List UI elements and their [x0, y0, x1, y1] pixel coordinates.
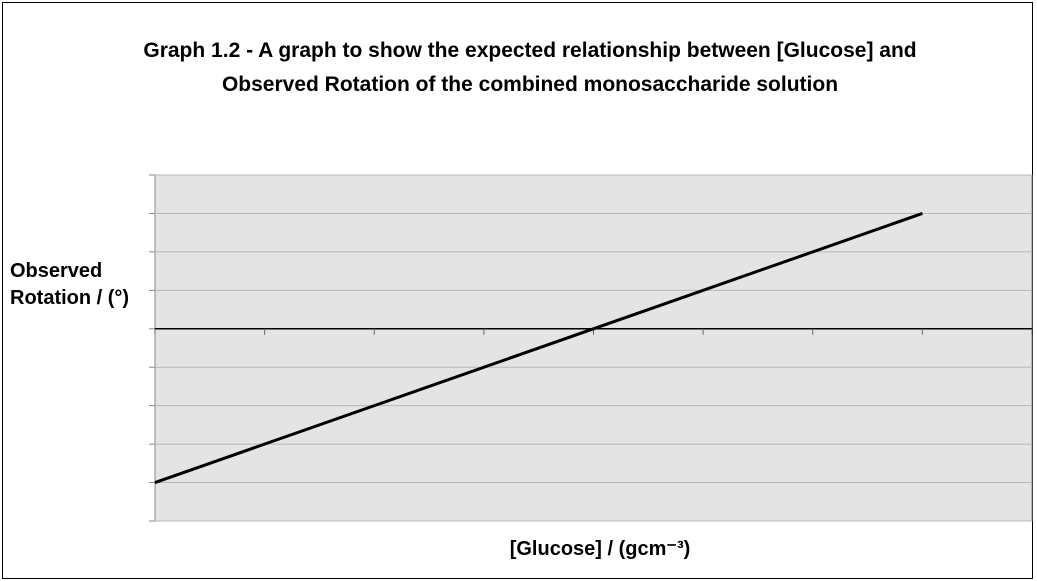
chart-title: Graph 1.2 - A graph to show the expected…	[143, 39, 917, 96]
plot-area	[154, 174, 1033, 522]
x-axis-label: [Glucose] / (gcm⁻³)	[509, 538, 691, 560]
data-line	[154, 212, 923, 484]
y-axis-label: Observed Rotation / (°)	[10, 260, 130, 309]
